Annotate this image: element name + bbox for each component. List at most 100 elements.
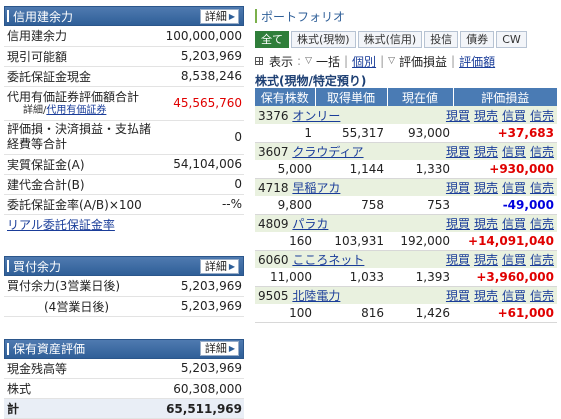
table-row: 代用有価証券評価額合計 詳細/代用有価証券 45,565,760 [4,86,244,121]
tab-bond[interactable]: 債券 [460,31,495,48]
pl-cell: -49,000 [453,196,557,215]
action-spot-buy-link[interactable]: 現買 [445,180,470,195]
action-spot-buy-link[interactable]: 現買 [445,252,470,267]
col-cost: 取得単価 [315,88,388,106]
cost-cell: 1,033 [315,268,387,287]
qty-cell: 5,000 [255,160,315,179]
tab-stock-spot[interactable]: 株式(現物) [291,31,356,48]
holding-name-row: 6060 こころネット 現買 現売 信買 信売 [255,250,557,268]
cost-cell: 758 [315,196,387,215]
holding-values-row: 160 103,931 192,000 +14,091,040 [255,232,557,251]
cost-cell: 103,931 [315,232,387,251]
holding-values-row: 11,000 1,033 1,393 +3,960,000 [255,268,557,287]
buying-detail-button[interactable]: 詳細 ▶ [199,258,239,274]
assets-detail-button[interactable]: 詳細 ▶ [199,341,239,356]
stock-name-link[interactable]: 早稲アカ [292,180,341,195]
real-margin-rate-link[interactable]: リアル委託保証金率 [7,217,115,232]
price-cell: 753 [387,196,453,215]
action-spot-sell-link[interactable]: 現売 [473,180,498,195]
table-row: (4営業日後) 5,203,969 [4,296,244,317]
margin-detail-button[interactable]: 詳細 ▶ [199,8,239,24]
action-margin-sell-link[interactable]: 信売 [529,216,554,231]
action-spot-sell-link[interactable]: 現売 [473,144,498,159]
action-spot-sell-link[interactable]: 現売 [473,288,498,303]
portfolio-tabs: 全て 株式(現物) 株式(信用) 投信 債券 CW [255,31,557,48]
pl-cell: +14,091,040 [453,232,557,251]
portfolio-toolbar: 表示 : ▽ 一括 | 個別 | ▽ 評価損益 | 評価額 [255,52,557,70]
stock-code: 6060 [258,252,289,267]
action-margin-sell-link[interactable]: 信売 [529,288,554,303]
action-margin-buy-link[interactable]: 信買 [501,216,526,231]
action-margin-sell-link[interactable]: 信売 [529,144,554,159]
pl-cell: +3,960,000 [453,268,557,287]
col-pl: 評価損益 [453,88,557,106]
action-margin-sell-link[interactable]: 信売 [529,108,554,123]
grid-icon [255,57,263,65]
action-margin-buy-link[interactable]: 信買 [501,288,526,303]
stock-name-link[interactable]: クラウディア [292,144,364,159]
holding-values-row: 100 816 1,426 +61,000 [255,304,557,323]
action-spot-buy-link[interactable]: 現買 [445,144,470,159]
tab-stock-margin[interactable]: 株式(信用) [357,31,423,48]
assets-panel-title: 保有資産評価 [13,342,86,356]
triangle-down-icon: ▽ [305,56,312,66]
valuation-sort-link[interactable]: 評価額 [459,54,496,69]
tab-fund[interactable]: 投信 [424,31,459,48]
price-cell: 1,393 [387,268,453,287]
total-row: 計 65,511,969 [4,398,244,419]
stock-name-link[interactable]: パラカ [292,216,329,231]
stock-name-link[interactable]: こころネット [292,252,365,267]
cost-cell: 816 [315,304,387,323]
action-margin-buy-link[interactable]: 信買 [501,252,526,267]
qty-cell: 11,000 [255,268,315,287]
table-row: 委託保証金現金 8,538,246 [4,66,244,87]
action-spot-buy-link[interactable]: 現買 [445,108,470,123]
holding-name-row: 4809 パラカ 現買 現売 信買 信売 [255,214,557,232]
table-row: 建代金合計(B) 0 [4,174,244,195]
table-row: 現引可能額 5,203,969 [4,46,244,67]
margin-panel-header: 信用建余力 詳細 ▶ [4,6,244,26]
action-spot-sell-link[interactable]: 現売 [473,252,498,267]
qty-cell: 1 [255,124,315,143]
buying-panel-title: 買付余力 [13,259,62,274]
action-margin-sell-link[interactable]: 信売 [529,180,554,195]
table-row: 買付余力(3営業日後) 5,203,969 [4,276,244,297]
holding-values-row: 5,000 1,144 1,330 +930,000 [255,160,557,179]
bulk-display-option[interactable]: 一括 [315,54,340,69]
action-margin-sell-link[interactable]: 信売 [529,252,554,267]
action-spot-sell-link[interactable]: 現売 [473,108,498,123]
margin-panel-title: 信用建余力 [13,9,74,24]
portfolio-column: ポートフォリオ 全て 株式(現物) 株式(信用) 投信 債券 CW 表示 : ▽… [255,6,557,323]
stock-name-link[interactable]: オンリー [292,108,341,123]
margin-table: 信用建余力 100,000,000 現引可能額 5,203,969 委託保証金現金 8… [4,26,244,234]
price-cell: 192,000 [387,232,453,251]
action-spot-buy-link[interactable]: 現買 [445,216,470,231]
table-row: 実質保証金(A) 54,104,006 [4,154,244,175]
cost-cell: 55,317 [315,124,387,143]
action-margin-buy-link[interactable]: 信買 [501,144,526,159]
tab-cw[interactable]: CW [496,31,527,48]
individual-display-link[interactable]: 個別 [352,54,377,69]
left-column: 信用建余力 詳細 ▶ 信用建余力 100,000,000 現引可能額 5,203,96… [4,6,244,419]
table-row: 信用建余力 100,000,000 [4,26,244,47]
buying-table: 買付余力(3営業日後) 5,203,969 (4営業日後) 5,203,969 [4,276,244,317]
price-cell: 93,000 [387,124,453,143]
action-margin-buy-link[interactable]: 信買 [501,108,526,123]
pl-cell: +37,683 [453,124,557,143]
table-row: 委託保証金率(A/B)×100 --% [4,194,244,215]
collateral-securities-link[interactable]: 代用有価証券 [46,105,107,116]
stock-name-link[interactable]: 北陸電力 [292,288,341,303]
portfolio-subtitle: 株式(現物/特定預り) [255,74,367,88]
assets-panel-header: 保有資産評価 詳細 ▶ [4,338,244,359]
qty-cell: 9,800 [255,196,315,215]
action-spot-sell-link[interactable]: 現売 [473,216,498,231]
chevron-right-icon: ▶ [228,261,235,271]
pl-sort-option[interactable]: 評価損益 [399,54,448,69]
action-spot-buy-link[interactable]: 現買 [445,288,470,303]
holding-name-row: 3607 クラウディア 現買 現売 信買 信売 [255,142,557,160]
action-margin-buy-link[interactable]: 信買 [501,180,526,195]
stock-code: 4809 [258,216,289,231]
tab-all[interactable]: 全て [255,31,289,48]
chevron-right-icon: ▶ [228,344,235,353]
price-cell: 1,426 [387,304,453,323]
